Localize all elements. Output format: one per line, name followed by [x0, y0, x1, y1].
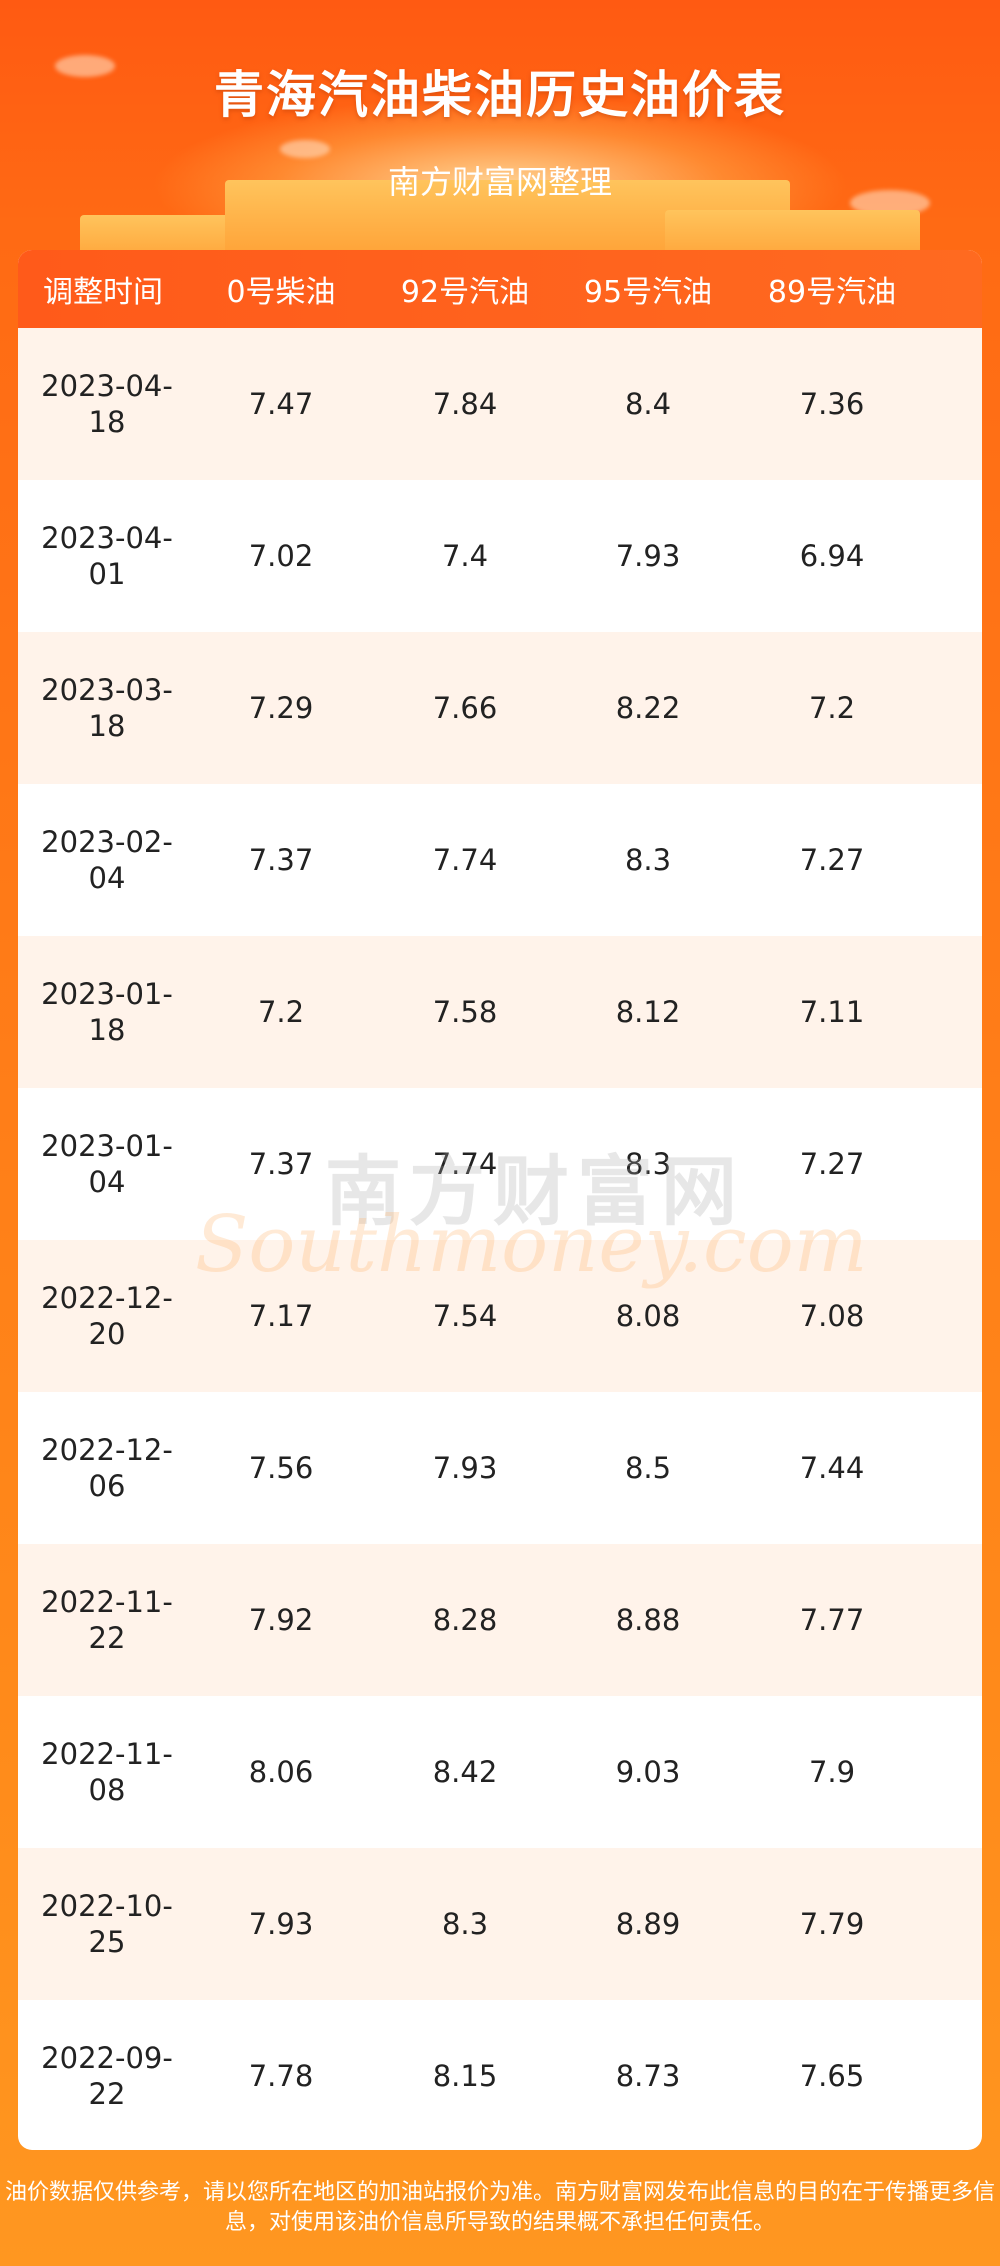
cell-date: 2023-04-18	[41, 369, 173, 439]
cell-diesel-0: 7.17	[248, 1299, 314, 1333]
cell-gasoline-92: 8.28	[432, 1603, 498, 1637]
cell-gasoline-92: 7.74	[432, 843, 498, 877]
cell-gasoline-89: 7.9	[808, 1755, 856, 1789]
table-row: 2023-01-04 7.37 7.74 8.3 7.27	[18, 1088, 982, 1240]
cloud-decoration-mid	[280, 140, 330, 158]
cell-date: 2023-01-04	[41, 1129, 173, 1199]
cell-gasoline-95: 8.22	[615, 691, 681, 725]
cell-date: 2022-10-25	[41, 1889, 173, 1959]
cell-gasoline-95: 8.3	[624, 843, 672, 877]
cell-gasoline-92: 7.54	[432, 1299, 498, 1333]
cell-diesel-0: 7.2	[257, 995, 305, 1029]
page-subtitle: 南方财富网整理	[387, 163, 612, 201]
cell-date: 2023-01-18	[41, 977, 173, 1047]
cell-gasoline-89: 7.44	[799, 1451, 865, 1485]
column-header-gasoline-92: 92号汽油	[400, 275, 530, 310]
column-header-gasoline-89: 89号汽油	[767, 275, 897, 310]
cell-date: 2022-11-08	[41, 1737, 173, 1807]
cell-date: 2022-12-20	[41, 1281, 173, 1351]
column-header-date: 调整时间	[43, 275, 163, 310]
cell-gasoline-92: 7.4	[441, 539, 489, 573]
cell-date: 2022-09-22	[41, 2041, 173, 2111]
cell-gasoline-89: 7.11	[799, 995, 865, 1029]
table-row: 2022-10-25 7.93 8.3 8.89 7.79	[18, 1848, 982, 2000]
column-header-gasoline-95: 95号汽油	[583, 275, 713, 310]
cell-gasoline-89: 7.77	[799, 1603, 865, 1637]
cell-gasoline-92: 7.58	[432, 995, 498, 1029]
table-row: 2022-11-08 8.06 8.42 9.03 7.9	[18, 1696, 982, 1848]
table-body: 2023-04-18 7.47 7.84 8.4 7.36 2023-04-01 7.02 7…	[18, 328, 982, 2150]
cell-gasoline-89: 7.36	[799, 387, 865, 421]
cell-gasoline-92: 7.74	[432, 1147, 498, 1181]
cell-gasoline-95: 7.93	[615, 539, 681, 573]
table-row: 2022-12-06 7.56 7.93 8.5 7.44	[18, 1392, 982, 1544]
cell-diesel-0: 8.06	[248, 1755, 314, 1789]
hero-banner	[0, 0, 1000, 260]
cell-diesel-0: 7.29	[248, 691, 314, 725]
cell-gasoline-89: 7.08	[799, 1299, 865, 1333]
cell-diesel-0: 7.37	[248, 1147, 314, 1181]
cell-date: 2022-11-22	[41, 1585, 173, 1655]
cell-gasoline-89: 6.94	[799, 539, 865, 573]
cell-diesel-0: 7.78	[248, 2059, 314, 2093]
price-table: 调整时间 0号柴油 92号汽油 95号汽油 89号汽油 2023-04-18 7.…	[18, 250, 982, 2150]
table-header: 调整时间 0号柴油 92号汽油 95号汽油 89号汽油	[18, 250, 982, 328]
cell-gasoline-89: 7.65	[799, 2059, 865, 2093]
cell-diesel-0: 7.47	[248, 387, 314, 421]
table-row: 2023-01-18 7.2 7.58 8.12 7.11	[18, 936, 982, 1088]
cell-diesel-0: 7.56	[248, 1451, 314, 1485]
cell-diesel-0: 7.93	[248, 1907, 314, 1941]
cell-gasoline-89: 7.27	[799, 843, 865, 877]
cell-gasoline-95: 8.73	[615, 2059, 681, 2093]
cell-gasoline-95: 8.12	[615, 995, 681, 1029]
cell-gasoline-92: 8.42	[432, 1755, 498, 1789]
cell-gasoline-92: 8.3	[441, 1907, 489, 1941]
table-row: 2023-04-18 7.47 7.84 8.4 7.36	[18, 328, 982, 480]
table-row: 2022-09-22 7.78 8.15 8.73 7.65	[18, 2000, 982, 2150]
cloud-decoration-left	[55, 55, 115, 77]
cell-date: 2022-12-06	[41, 1433, 173, 1503]
cell-gasoline-89: 7.79	[799, 1907, 865, 1941]
cell-gasoline-89: 7.2	[808, 691, 856, 725]
table-row: 2023-03-18 7.29 7.66 8.22 7.2	[18, 632, 982, 784]
table-row: 2023-04-01 7.02 7.4 7.93 6.94	[18, 480, 982, 632]
cell-date: 2023-02-04	[41, 825, 173, 895]
cell-diesel-0: 7.02	[248, 539, 314, 573]
cell-diesel-0: 7.37	[248, 843, 314, 877]
table-row: 2023-02-04 7.37 7.74 8.3 7.27	[18, 784, 982, 936]
cell-gasoline-95: 8.5	[624, 1451, 672, 1485]
cell-gasoline-95: 8.88	[615, 1603, 681, 1637]
cell-gasoline-92: 7.66	[432, 691, 498, 725]
column-header-diesel-0: 0号柴油	[226, 275, 336, 310]
disclaimer: 油价数据仅供参考，请以您所在地区的加油站报价为准。南方财富网发布此信息的目的在于…	[0, 2178, 1000, 2238]
cell-gasoline-95: 8.08	[615, 1299, 681, 1333]
disclaimer-line-2: 息，对使用该油价信息所导致的结果概不承担任何责任。	[224, 2210, 775, 2235]
cell-gasoline-95: 9.03	[615, 1755, 681, 1789]
disclaimer-line-1: 油价数据仅供参考，请以您所在地区的加油站报价为准。南方财富网发布此信息的目的在于…	[4, 2180, 995, 2205]
cell-gasoline-89: 7.27	[799, 1147, 865, 1181]
cell-gasoline-95: 8.3	[624, 1147, 672, 1181]
table-row: 2022-12-20 7.17 7.54 8.08 7.08	[18, 1240, 982, 1392]
page-title: 青海汽油柴油历史油价表	[214, 66, 786, 124]
cell-gasoline-95: 8.89	[615, 1907, 681, 1941]
cell-gasoline-92: 7.84	[432, 387, 498, 421]
cell-gasoline-92: 8.15	[432, 2059, 498, 2093]
cell-gasoline-95: 8.4	[624, 387, 672, 421]
cell-date: 2023-04-01	[41, 521, 173, 591]
table-row: 2022-11-22 7.92 8.28 8.88 7.77	[18, 1544, 982, 1696]
cell-gasoline-92: 7.93	[432, 1451, 498, 1485]
cell-date: 2023-03-18	[41, 673, 173, 743]
cell-diesel-0: 7.92	[248, 1603, 314, 1637]
